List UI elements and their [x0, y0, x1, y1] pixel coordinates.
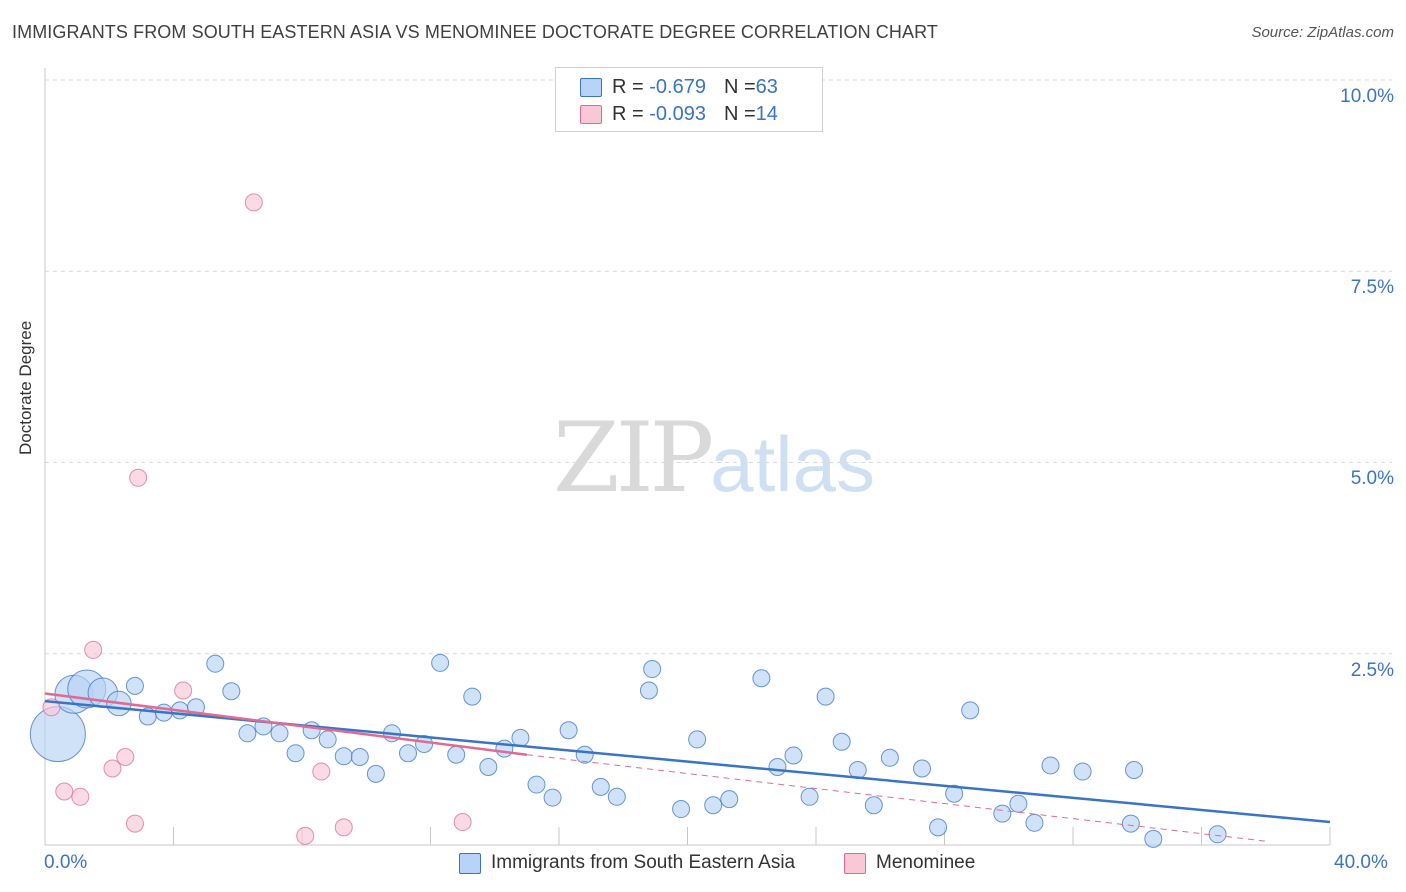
point-blue-62 [1144, 829, 1163, 848]
point-pink-10 [296, 826, 315, 845]
point-blue-36 [639, 681, 658, 700]
legend-swatch-blue [580, 77, 602, 97]
point-pink-6 [125, 814, 144, 833]
point-blue-10 [206, 654, 225, 673]
point-blue-29 [511, 728, 530, 747]
point-blue-55 [993, 804, 1012, 823]
point-pink-12 [334, 818, 353, 837]
point-blue-52 [929, 818, 948, 837]
point-blue-22 [399, 744, 418, 763]
point-blue-32 [559, 721, 578, 740]
point-blue-26 [463, 687, 482, 706]
point-blue-39 [688, 730, 707, 749]
point-blue-61 [1125, 761, 1144, 780]
point-blue-63 [1208, 825, 1227, 844]
legend-pink-r-label: R = [612, 102, 644, 125]
chart-title: IMMIGRANTS FROM SOUTH EASTERN ASIA VS ME… [12, 22, 938, 42]
point-blue-53 [945, 784, 964, 803]
point-blue-20 [366, 764, 385, 783]
point-blue-17 [318, 730, 337, 749]
point-blue-34 [591, 777, 610, 796]
legend-row-pink: R = -0.093 N = 14 [580, 102, 778, 126]
legend-pink-r-value: -0.093 [649, 102, 706, 125]
point-blue-54 [961, 701, 980, 720]
point-blue-18 [334, 747, 353, 766]
point-pink-11 [312, 762, 331, 781]
point-blue-27 [479, 757, 498, 776]
point-pink-3 [84, 640, 103, 659]
legend-blue-r-value: -0.679 [649, 75, 706, 98]
point-blue-57 [1025, 813, 1044, 832]
point-blue-47 [832, 732, 851, 751]
point-blue-33 [575, 745, 594, 764]
point-blue-16 [302, 721, 321, 740]
legend-pink-n-label: N = [723, 102, 756, 125]
point-blue-11 [222, 682, 241, 701]
point-pink-4 [103, 759, 122, 778]
bottom-legend-label-pink: Menominee [876, 852, 976, 873]
point-pink-8 [174, 681, 193, 700]
x-tick-label-max: 40.0% [1334, 852, 1388, 873]
point-blue-19 [350, 748, 369, 767]
y-tick-label-2-5: 2.5% [1350, 660, 1394, 681]
y-tick-label-5-0: 5.0% [1350, 468, 1394, 489]
point-blue-46 [816, 687, 835, 706]
point-blue-44 [784, 746, 803, 765]
point-blue-37 [643, 660, 662, 679]
point-blue-0 [29, 706, 86, 763]
point-blue-12 [238, 724, 257, 743]
legend-blue-r-label: R = [612, 75, 644, 98]
point-blue-24 [431, 653, 450, 672]
trend-line-pink [44, 692, 528, 756]
point-pink-9 [244, 193, 263, 212]
point-blue-35 [607, 787, 626, 806]
y-tick-label-10-0: 10.0% [1340, 86, 1394, 107]
point-blue-49 [864, 796, 883, 815]
point-pink-2 [71, 787, 90, 806]
point-blue-40 [704, 796, 723, 815]
point-blue-58 [1041, 756, 1060, 775]
source-label: Source: ZipAtlas.com [1251, 24, 1394, 41]
point-blue-42 [752, 669, 771, 688]
legend-swatch-pink [580, 104, 602, 124]
trend-dashed-pink [526, 754, 1266, 842]
point-blue-31 [543, 788, 562, 807]
y-tick-label-7-5: 7.5% [1350, 277, 1394, 298]
point-blue-38 [672, 800, 691, 819]
point-blue-41 [720, 790, 739, 809]
point-pink-5 [116, 748, 135, 767]
bottom-legend-pink: Menominee [844, 852, 975, 874]
point-blue-59 [1073, 762, 1092, 781]
bottom-legend-label-blue: Immigrants from South Eastern Asia [491, 852, 796, 873]
bottom-legend-blue: Immigrants from South Eastern Asia [459, 852, 795, 874]
bottom-legend-swatch-pink [844, 852, 866, 874]
legend-row-blue: R = -0.679 N = 63 [580, 75, 778, 99]
point-pink-13 [453, 813, 472, 832]
x-tick-label-min: 0.0% [44, 852, 88, 873]
point-blue-14 [270, 724, 289, 743]
legend-blue-n-label: N = [723, 75, 756, 98]
point-blue-15 [286, 744, 305, 763]
point-blue-30 [527, 775, 546, 794]
bottom-legend-swatch-blue [459, 852, 481, 874]
point-pink-7 [129, 468, 148, 487]
point-blue-45 [800, 787, 819, 806]
point-blue-25 [447, 745, 466, 764]
correlation-legend: R = -0.679 N = 63 R = -0.093 N = 14 [555, 67, 823, 132]
point-blue-5 [125, 676, 144, 695]
point-blue-50 [880, 748, 899, 767]
legend-pink-n-value: 14 [755, 102, 778, 125]
point-blue-23 [415, 735, 434, 754]
point-blue-60 [1121, 814, 1140, 833]
point-blue-56 [1009, 794, 1028, 813]
y-axis-label: Doctorate Degree [16, 320, 35, 455]
point-pink-1 [55, 782, 74, 801]
legend-blue-n-value: 63 [755, 75, 778, 98]
point-blue-51 [913, 759, 932, 778]
point-blue-43 [768, 757, 787, 776]
